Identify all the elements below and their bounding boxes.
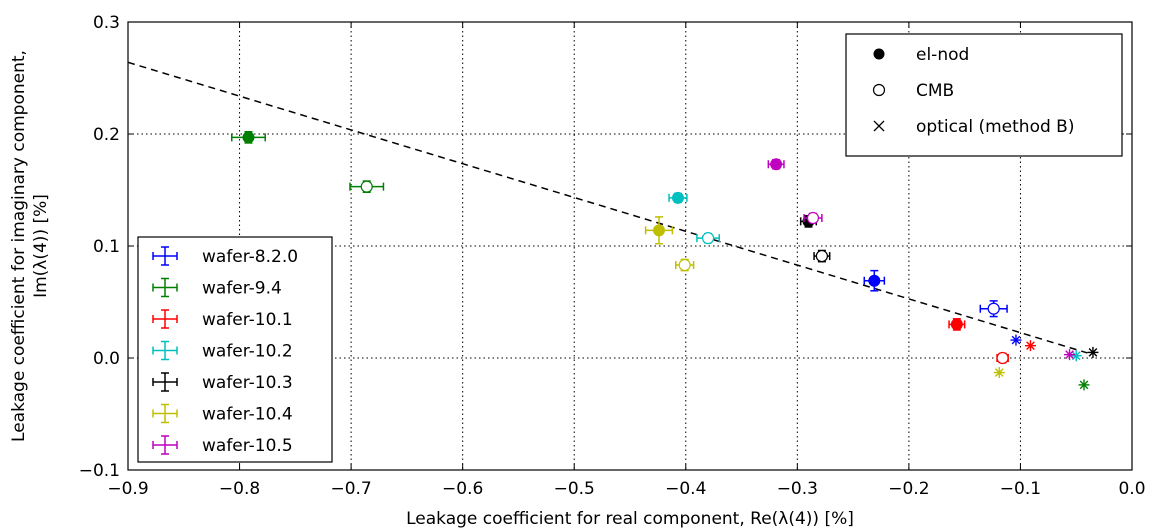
series-legend-label: wafer-10.5 xyxy=(202,436,293,456)
x-tick-label: −0.1 xyxy=(1000,479,1041,499)
el-nod-point xyxy=(653,224,666,237)
series-wafer-10.2 xyxy=(668,191,1082,362)
legend-filled-circle-icon xyxy=(873,48,885,60)
legend-errorbar-icon xyxy=(152,277,178,298)
star-stroke xyxy=(1065,350,1074,359)
star-stroke xyxy=(1088,348,1098,357)
data-points xyxy=(230,131,1099,391)
optical-point xyxy=(1064,349,1076,361)
series-legend: wafer-8.2.0 wafer-9.4 wafer-10.1 wafer-10.2… xyxy=(137,236,333,463)
legend-open-circle-icon xyxy=(872,83,886,97)
star-stroke xyxy=(1079,380,1089,390)
star-stroke xyxy=(1011,335,1021,345)
series-wafer-10.4 xyxy=(644,216,1005,379)
cmb-point xyxy=(815,249,828,263)
legend-errorbar-icon xyxy=(152,372,178,392)
y-axis-label-line2: Im(λ(4)) [%] xyxy=(31,194,51,298)
marker-legend-box xyxy=(845,33,1123,157)
optical-point xyxy=(1087,346,1099,358)
legend-errorbar-icon xyxy=(152,340,178,361)
el-nod-point xyxy=(242,131,255,144)
cmb-point xyxy=(806,211,820,225)
series-wafer-10.1 xyxy=(948,318,1036,365)
x-tick-label: −0.6 xyxy=(442,479,483,499)
el-nod-point xyxy=(950,318,963,331)
star-stroke xyxy=(1026,341,1035,351)
cmb-point xyxy=(678,258,691,272)
x-axis-label: Leakage coefficient for real component, … xyxy=(406,509,854,529)
cmb-point xyxy=(701,232,715,245)
x-tick-label: −0.4 xyxy=(665,479,706,499)
series-legend-label: wafer-10.1 xyxy=(202,310,293,330)
cmb-point xyxy=(987,302,1000,315)
legend-errorbar-icon xyxy=(152,435,178,455)
marker-legend-label: CMB xyxy=(916,81,954,101)
x-tick-label: −0.3 xyxy=(777,479,818,499)
axis-ticks: −0.9 −0.8 −0.7 −0.6 −0.5 −0.4 −0.3 −0.2 −0.1 0.0 −… xyxy=(79,13,1146,499)
x-tick-label: −0.7 xyxy=(330,479,371,499)
series-wafer-10.5 xyxy=(767,158,1076,361)
optical-point xyxy=(1024,340,1036,352)
series-legend-box xyxy=(137,236,333,463)
marker-legend-label: el-nod xyxy=(916,45,969,65)
star-stroke xyxy=(994,368,1004,377)
el-nod-point xyxy=(671,191,684,204)
x-tick-label: −0.9 xyxy=(107,479,148,499)
series-legend-label: wafer-10.4 xyxy=(202,405,293,425)
x-tick-label: 0.0 xyxy=(1118,479,1145,499)
optical-point xyxy=(1078,379,1090,391)
cmb-point xyxy=(360,180,373,193)
optical-point xyxy=(1010,334,1022,346)
y-tick-label: 0.2 xyxy=(93,125,120,145)
optical-point xyxy=(993,367,1005,379)
series-legend-label: wafer-10.3 xyxy=(202,373,293,393)
legend-cross-icon xyxy=(873,120,885,132)
y-tick-label: 0.3 xyxy=(93,13,120,33)
legend-errorbar-icon xyxy=(152,309,178,329)
legend-errorbar-icon xyxy=(152,403,178,424)
el-nod-point xyxy=(868,274,881,287)
series-legend-label: wafer-8.2.0 xyxy=(202,247,298,267)
cmb-point xyxy=(996,351,1009,365)
series-legend-label: wafer-9.4 xyxy=(202,279,282,299)
series-wafer-8.2.0 xyxy=(863,269,1022,346)
y-tick-label: 0.0 xyxy=(93,349,120,369)
cross-stroke xyxy=(873,120,885,132)
series-wafer-9.4 xyxy=(230,131,1090,391)
y-axis-label-line1: Leakage coefficient for imaginary compon… xyxy=(9,50,29,442)
series-legend-label: wafer-10.2 xyxy=(202,342,293,362)
x-tick-label: −0.5 xyxy=(554,479,595,499)
x-tick-label: −0.8 xyxy=(219,479,260,499)
y-tick-label: 0.1 xyxy=(93,237,120,257)
x-tick-label: −0.2 xyxy=(888,479,929,499)
marker-legend-label: optical (method B) xyxy=(916,117,1074,137)
y-tick-label: −0.1 xyxy=(79,461,120,481)
star-stroke xyxy=(1071,351,1081,361)
legend-errorbar-icon xyxy=(152,246,178,266)
el-nod-point xyxy=(770,158,783,171)
optical-point xyxy=(1070,350,1082,362)
marker-legend: el-nod CMB optical (method B) xyxy=(845,33,1123,157)
